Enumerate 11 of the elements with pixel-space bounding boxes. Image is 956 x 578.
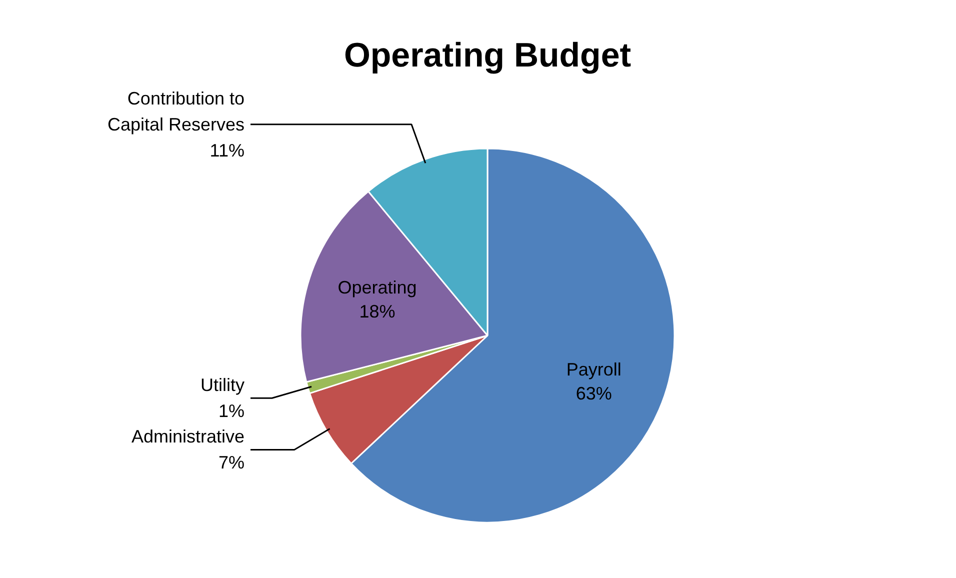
slice-label: Contribution to Capital Reserves <box>107 88 245 134</box>
chart-title: Operating Budget <box>344 36 632 74</box>
data-label: 18% <box>359 302 396 322</box>
slice-label: Operating <box>338 278 417 298</box>
slice-label: Administrative <box>131 426 245 447</box>
data-label: 7% <box>218 452 244 473</box>
data-label: 11% <box>210 140 245 160</box>
slice-label: Utility <box>200 375 244 396</box>
data-label: 63% <box>576 384 612 404</box>
slice-label: Payroll <box>566 360 622 380</box>
data-label: 1% <box>218 401 244 422</box>
